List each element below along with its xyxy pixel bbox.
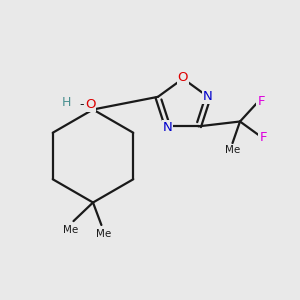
Text: O: O — [178, 70, 188, 84]
Text: Me: Me — [225, 145, 240, 155]
Text: Me: Me — [96, 229, 111, 238]
Text: Me: Me — [64, 225, 79, 235]
Text: N: N — [163, 122, 172, 134]
Text: F: F — [259, 131, 267, 144]
Text: O: O — [85, 98, 95, 111]
Text: H: H — [62, 95, 71, 109]
Text: -: - — [80, 98, 84, 111]
Text: N: N — [203, 90, 213, 103]
Text: F: F — [257, 94, 265, 108]
